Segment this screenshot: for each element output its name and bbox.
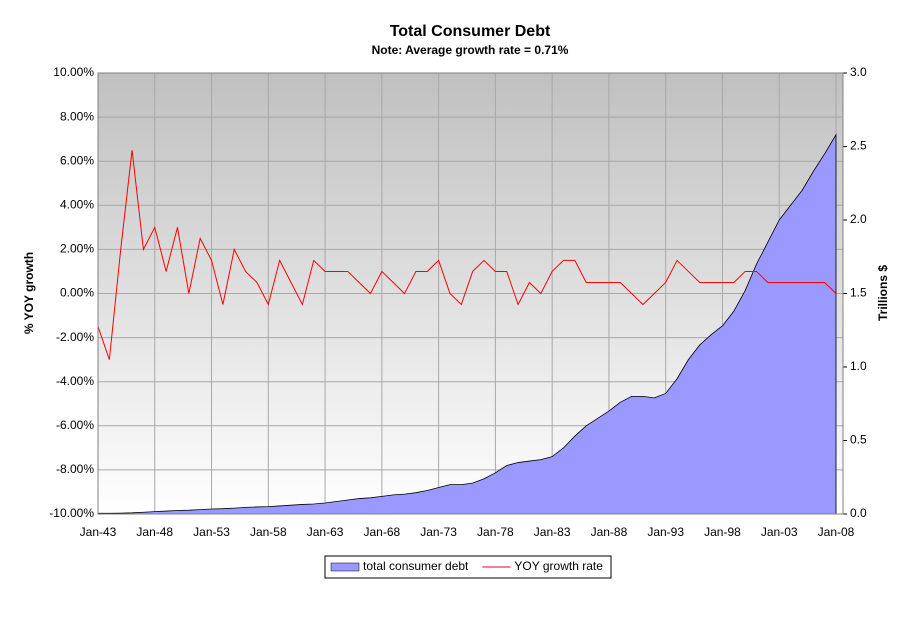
legend-label: total consumer debt (363, 559, 469, 573)
area (97, 133, 837, 515)
y-tick-label: 0.00% (60, 286, 94, 300)
y2-tick-label: 0.0 (850, 506, 867, 520)
y-tick-label: -8.00% (56, 462, 94, 476)
legend-swatch (330, 562, 360, 572)
x-tick-label: Jan-88 (591, 525, 628, 539)
y-tick-label: -10.00% (49, 506, 94, 520)
x-tick-label: Jan-83 (534, 525, 571, 539)
chart-title: Total Consumer Debt (390, 23, 551, 40)
y2-tick-label: 2.0 (850, 212, 867, 226)
y2-tick-label: 0.5 (850, 433, 867, 447)
x-tick-label: Jan-73 (420, 525, 457, 539)
y2-tick-label: 1.5 (850, 286, 867, 300)
x-tick-label: Jan-08 (818, 525, 855, 539)
y-axis-label: % YOY growth (22, 252, 36, 334)
legend-box (324, 555, 612, 579)
legend-label: YOY growth rate (514, 559, 603, 573)
x-tick-label: Jan-43 (80, 525, 117, 539)
x-tick-label: Jan-48 (136, 525, 173, 539)
y-tick-label: 6.00% (60, 153, 94, 167)
x-tick-label: Jan-98 (704, 525, 741, 539)
y-tick-label: -2.00% (56, 330, 94, 344)
y2-tick-label: 2.5 (850, 139, 867, 153)
y-tick-label: -6.00% (56, 418, 94, 432)
x-tick-label: Jan-53 (193, 525, 230, 539)
line (97, 150, 837, 360)
plot-border (97, 72, 844, 515)
x-tick-label: Jan-93 (647, 525, 684, 539)
x-tick-label: Jan-58 (250, 525, 287, 539)
y-tick-label: 4.00% (60, 197, 94, 211)
y-tick-label: 2.00% (60, 242, 94, 256)
y-tick-label: 10.00% (53, 65, 94, 79)
y2-tick-label: 3.0 (850, 65, 867, 79)
x-tick-label: Jan-63 (307, 525, 344, 539)
y-tick-label: 8.00% (60, 109, 94, 123)
y2-axis-label: Trillions $ (876, 265, 890, 321)
y2-tick-label: 1.0 (850, 359, 867, 373)
x-tick-label: Jan-03 (761, 525, 798, 539)
y-tick-label: -4.00% (56, 374, 94, 388)
x-tick-label: Jan-78 (477, 525, 514, 539)
x-tick-label: Jan-68 (363, 525, 400, 539)
chart-subtitle: Note: Average growth rate = 0.71% (372, 43, 569, 57)
